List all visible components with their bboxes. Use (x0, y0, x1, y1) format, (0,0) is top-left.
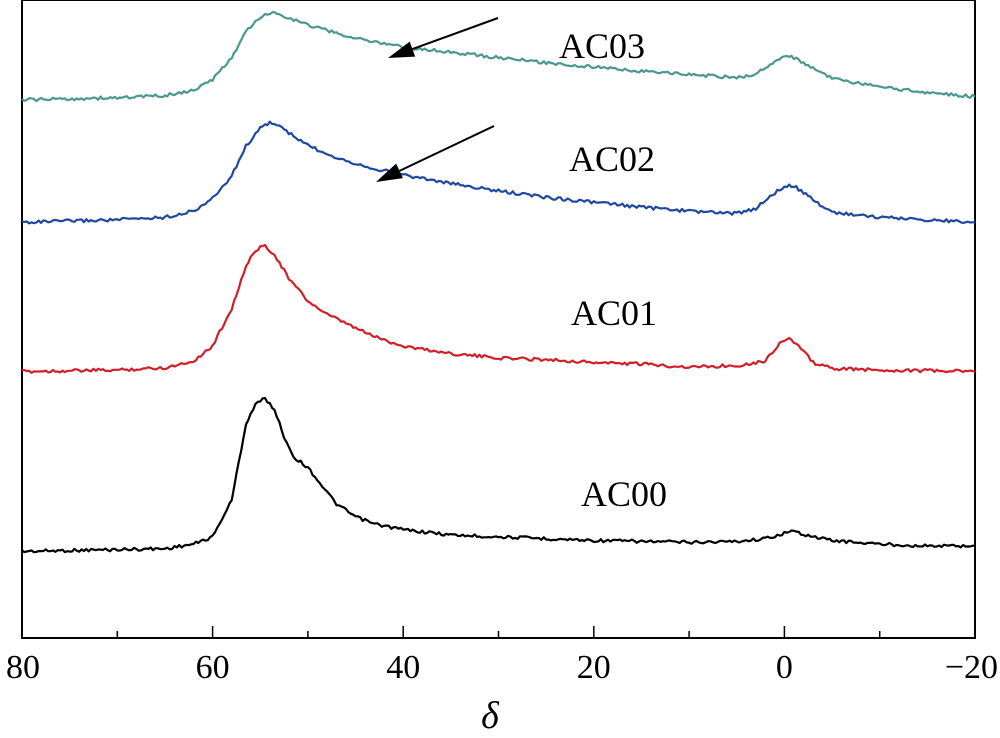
series-line-ac02 (21, 120, 975, 225)
series-label-ac00: AC00 (581, 474, 667, 514)
series-line-ac00 (21, 396, 976, 554)
series-label-ac03: AC03 (559, 26, 645, 66)
x-tick-label: 40 (386, 649, 420, 686)
x-axis-title: δ (481, 695, 500, 737)
series-labels: AC00 AC01 AC02 AC03 (559, 26, 667, 514)
x-tick-label: 0 (776, 649, 793, 686)
arrow-shaft (399, 125, 495, 172)
arrow-ac03 (388, 17, 499, 58)
x-tick-label: −20 (945, 649, 998, 686)
series-label-ac02: AC02 (569, 139, 655, 179)
x-tick-label: 80 (6, 649, 40, 686)
series-line-ac03 (21, 11, 976, 103)
annotation-arrows (376, 17, 499, 182)
series-label-ac01: AC01 (571, 293, 657, 333)
x-tick-label: 60 (196, 649, 230, 686)
x-axis-ticks: 80 60 40 20 0 −20 (6, 626, 998, 686)
x-tick-label: 20 (577, 649, 611, 686)
arrow-shaft (412, 17, 499, 51)
arrow-ac02 (376, 125, 495, 182)
series-line-ac01 (21, 243, 976, 374)
arrow-head (388, 41, 416, 58)
series-group (21, 11, 976, 554)
arrow-head (376, 163, 403, 182)
